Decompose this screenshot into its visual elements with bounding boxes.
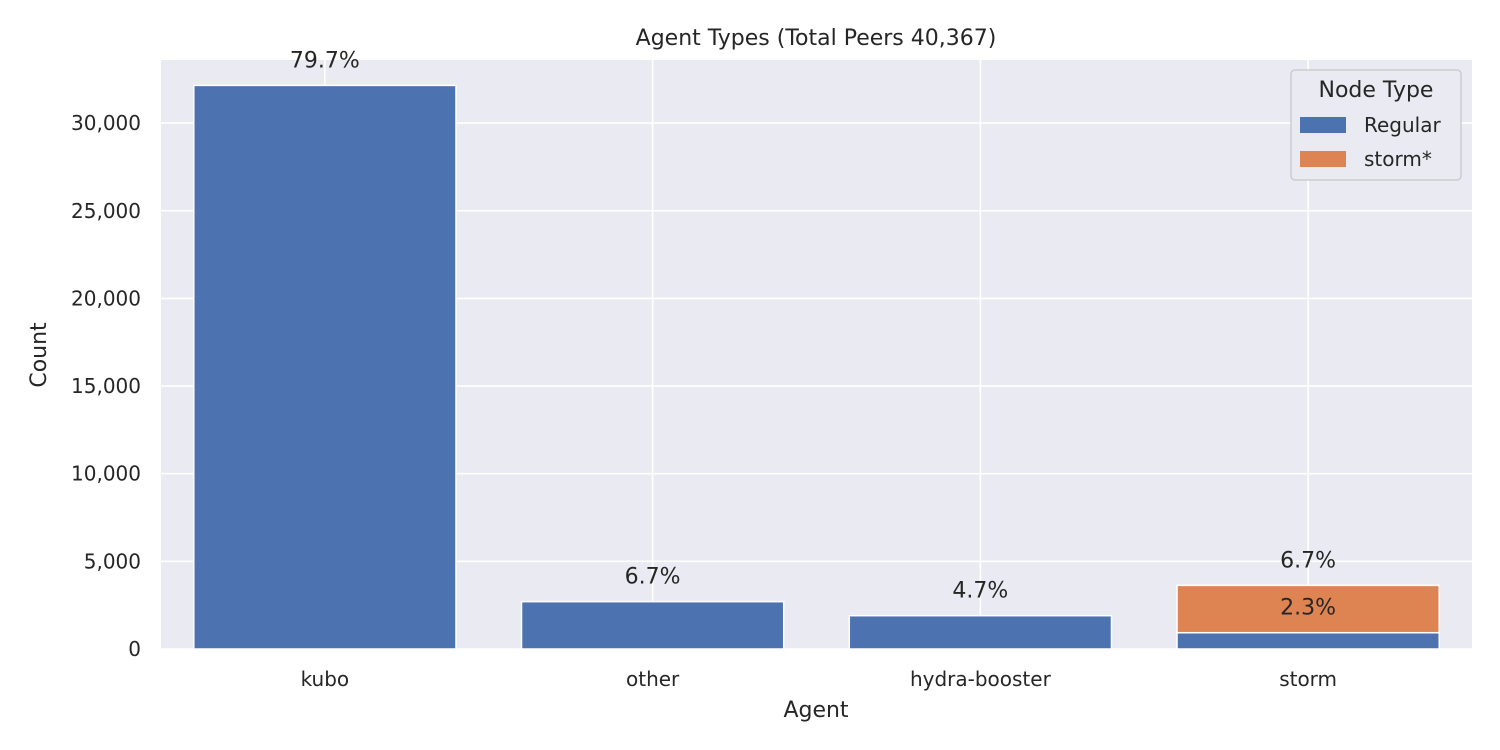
data-label-other: 6.7% [625,565,681,590]
bar-storm-regular [1176,631,1440,650]
x-tick-label-storm: storm [1279,667,1337,691]
y-axis-ticks: 0 5,000 10,000 15,000 20,000 25,000 30,000 [71,111,141,661]
x-tick-label-kubo: kubo [301,667,350,691]
data-label-kubo: 79.7% [290,48,360,73]
legend-label-regular: Regular [1364,113,1441,137]
y-tick-label-3: 15,000 [71,374,141,398]
bar-storm-storm [1176,584,1440,634]
x-axis-label: Agent [783,698,848,723]
legend: Node Type Regular storm* [1290,69,1462,181]
data-labels: 79.7% 6.7% 4.7% 6.7% 2.3% [290,48,1336,620]
x-axis-ticks: kubo other hydra-booster storm [301,667,1337,691]
bar-hydra-booster-regular [848,614,1113,650]
y-tick-label-2: 10,000 [71,462,141,486]
bars [193,84,1440,650]
y-tick-label-0: 0 [128,637,141,661]
legend-swatch-regular [1300,117,1346,133]
data-label-storm: 6.7% [1280,548,1336,573]
chart-title: Agent Types (Total Peers 40,367) [636,26,997,51]
y-tick-label-5: 25,000 [71,199,141,223]
y-axis-label: Count [27,322,52,388]
bar-other-regular [520,600,785,650]
legend-title: Node Type [1319,78,1434,103]
bar-kubo-regular [193,84,457,650]
segment-label-storm-storm: 2.3% [1280,595,1336,620]
legend-swatch-storm-star [1300,151,1346,167]
legend-label-storm-star: storm* [1364,147,1432,171]
y-tick-label-1: 5,000 [84,549,141,573]
x-tick-label-hydra-booster: hydra-booster [910,667,1052,691]
y-tick-label-4: 20,000 [71,286,141,310]
y-tick-label-6: 30,000 [71,111,141,135]
x-tick-label-other: other [626,667,680,691]
data-label-hydra-booster: 4.7% [952,579,1008,604]
